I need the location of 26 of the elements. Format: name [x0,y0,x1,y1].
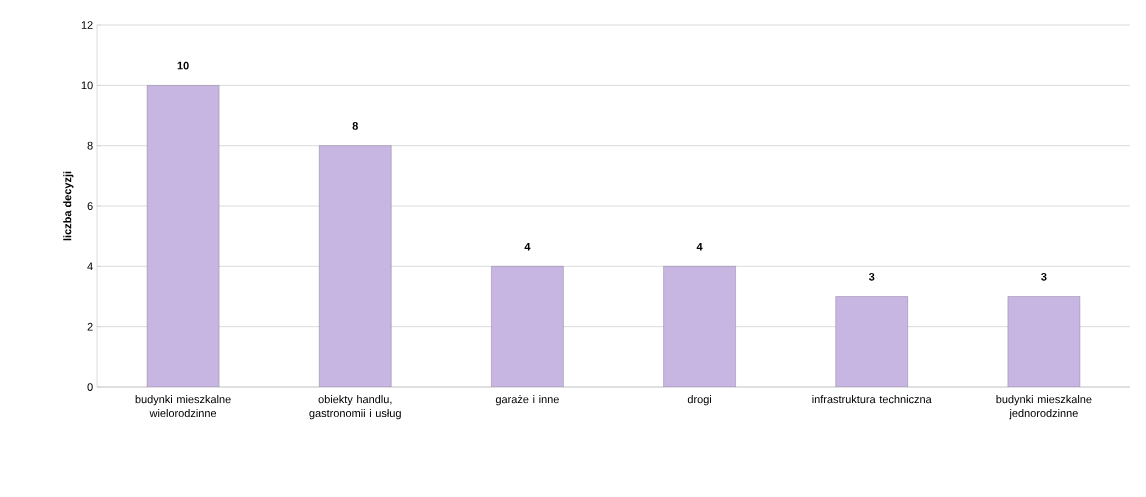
y-tick-label: 4 [87,262,93,271]
y-axis-title: liczba decyzji [63,171,74,241]
x-tick-label: budynki mieszkalne wielorodzinne [135,395,231,418]
y-tick-label: 10 [81,81,93,90]
x-tick-label: obiekty handlu, gastronomii i usług [309,395,401,420]
bar [146,85,220,387]
bar [663,266,736,387]
data-label: 3 [1041,272,1047,281]
y-tick-label: 12 [81,21,93,29]
x-tick-label: drogi [687,395,712,406]
data-label: 4 [524,242,531,251]
y-tick-label: 0 [87,383,93,391]
data-label: 8 [352,122,358,130]
bar [1007,296,1081,387]
data-label: 4 [696,242,703,251]
x-tick-label: garaże i inne [495,395,559,406]
x-tick-label: budynki mieszkalne jednorodzinne [996,395,1092,420]
bar [319,145,392,387]
y-tick-label: 8 [87,141,93,150]
bar [491,266,564,387]
data-label: 10 [177,61,189,70]
x-tick-label: infrastruktura techniczna [812,395,932,404]
data-label: 3 [868,272,875,281]
y-tick-label: 2 [87,322,93,331]
y-tick-label: 6 [87,202,93,210]
bar [835,296,908,387]
